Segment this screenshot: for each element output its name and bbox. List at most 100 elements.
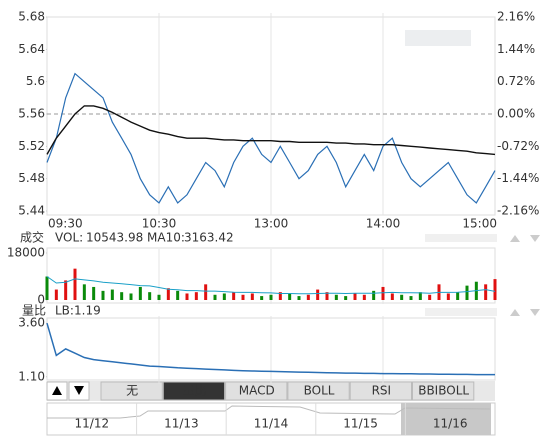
volume-bar: [372, 290, 376, 300]
date-label: 11/16: [433, 417, 468, 431]
ma10-line: [46, 276, 496, 295]
x-tick-label: 14:00: [366, 217, 401, 231]
indicator-button[interactable]: [412, 381, 475, 401]
up-icon: [52, 386, 62, 395]
legend-value: 10543.98: [86, 231, 143, 245]
x-tick-label: 10:30: [142, 217, 177, 231]
y2-tick-label: -2.16%: [497, 204, 539, 218]
volume-bar: [390, 293, 394, 300]
volume-bar: [484, 284, 488, 300]
volume-bar: [176, 290, 180, 300]
volume-bar: [138, 286, 142, 300]
volume-bar: [222, 293, 226, 300]
y2-tick-label: 0.72%: [497, 74, 535, 88]
x-tick-label: 13:00: [254, 217, 289, 231]
navigator: 11/12 11/13 11/14 11/15 11/16: [75, 403, 468, 435]
indicator-button-label: BOLL: [304, 384, 335, 398]
volume-bar: [269, 294, 273, 300]
volume-bar: [325, 292, 329, 300]
indicator-button-label: 量比: [182, 384, 206, 398]
panel-label: 量比: [22, 304, 46, 318]
y-tick-label: 18000: [7, 246, 45, 260]
y2-tick-label: -1.44%: [497, 171, 539, 185]
scroll-hint: [425, 234, 497, 242]
legend-value: 3163.42: [184, 231, 234, 245]
volume-bar: [260, 296, 264, 300]
legend-name: VOL:: [55, 231, 83, 245]
volume-bar: [493, 279, 497, 300]
y-tick-label: 5.68: [18, 10, 45, 24]
volume-bar: [241, 294, 245, 300]
indicator-button[interactable]: [162, 381, 226, 401]
volume-bar: [344, 296, 348, 300]
indicator-button-label: MACD: [239, 384, 275, 398]
y-tick-label: 5.6: [26, 74, 45, 88]
volume-bar: [297, 296, 301, 300]
date-label: 11/13: [164, 417, 199, 431]
y2-tick-label: -0.72%: [497, 139, 539, 153]
date-label: 11/14: [254, 417, 289, 431]
price-line: [46, 72, 496, 204]
y2-tick-label: 1.44%: [497, 42, 535, 56]
volume-bar: [45, 276, 49, 300]
volume-bar: [250, 293, 254, 300]
volume-bar: [362, 294, 366, 300]
volume-bar: [446, 293, 450, 300]
volume-bar: [185, 293, 189, 300]
navigator-trend: [47, 405, 491, 419]
indicator-button-label: BBIBOLL: [418, 384, 469, 398]
volume-bar: [306, 294, 310, 300]
volume-bar: [353, 293, 357, 300]
volume-bar: [465, 285, 469, 300]
indicator-button-label: 无: [126, 384, 138, 398]
y2-tick-label: 0.00%: [497, 107, 535, 121]
y2-tick-label: 2.16%: [497, 10, 535, 24]
volume-bar: [213, 294, 217, 300]
volume-bar: [120, 292, 124, 300]
y-tick-label: 1.10: [18, 369, 45, 383]
date-label: 11/12: [75, 417, 110, 431]
volume-bar: [101, 290, 105, 300]
volume-bar: [409, 296, 413, 300]
indicator-button[interactable]: [100, 381, 163, 401]
volume-bar: [54, 289, 58, 300]
y-tick-label: 5.52: [18, 139, 45, 153]
volume-bar: [92, 286, 96, 300]
scroll-hint: [425, 308, 497, 316]
volume-bar: [400, 294, 404, 300]
volume-bar: [148, 292, 152, 300]
average-line: [46, 105, 496, 156]
y-tick-label: 5.64: [18, 42, 45, 56]
x-tick-label: 09:30: [48, 217, 83, 231]
volume-bar: [456, 292, 460, 300]
panel-label: 成交: [20, 230, 44, 245]
toolbar: 无 量比 MACD BOLL RSI BBIBOLL: [100, 381, 475, 401]
volume-bar: [64, 280, 68, 300]
indicator-button[interactable]: [287, 381, 350, 401]
volume-bar: [316, 289, 320, 300]
volume-bar: [82, 284, 86, 300]
y-tick-label: 5.56: [18, 107, 45, 121]
volume-bar: [204, 284, 208, 300]
legend-name: LB:: [55, 304, 74, 318]
indicator-button[interactable]: [225, 381, 288, 401]
volume-bar: [381, 286, 385, 300]
y-tick-label: 5.48: [18, 171, 45, 185]
volume-bar: [232, 292, 236, 300]
x-tick-label: 15:00: [462, 217, 497, 231]
down-icon: [74, 386, 84, 395]
indicator-button[interactable]: [349, 381, 413, 401]
panel-arrows[interactable]: [510, 235, 540, 316]
volume-bar: [418, 292, 422, 300]
legend-name: MA10:: [147, 231, 185, 245]
date-label: 11/15: [343, 417, 378, 431]
legend-value: 1.19: [74, 304, 101, 318]
volume-bar: [288, 293, 292, 300]
indicator-button-label: RSI: [372, 384, 392, 398]
y-tick-label: 0: [37, 293, 45, 307]
volume-bar: [129, 293, 133, 300]
blurred-box: [405, 30, 471, 46]
volume-bar: [334, 294, 338, 300]
lb-line: [46, 322, 495, 376]
